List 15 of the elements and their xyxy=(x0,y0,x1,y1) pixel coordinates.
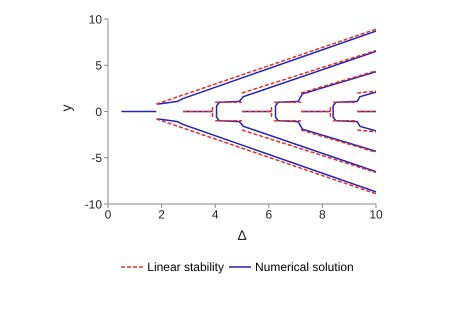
y-tick-label: 10 xyxy=(88,12,102,26)
y-tick-label: -10 xyxy=(84,197,102,212)
x-tick-label: 2 xyxy=(158,208,166,222)
y-tick-label: -5 xyxy=(91,151,102,166)
x-tick-label: 10 xyxy=(369,208,383,222)
x-tick-label: 0 xyxy=(104,208,112,222)
y-tick-label: 0 xyxy=(95,104,102,119)
x-axis-title: Δ xyxy=(237,227,247,243)
x-tick-label: 6 xyxy=(265,208,272,222)
legend-label: Linear stability xyxy=(147,260,224,274)
x-tick-label: 4 xyxy=(212,208,219,222)
x-tick-label: 8 xyxy=(319,208,326,222)
y-axis-title: y xyxy=(58,104,74,112)
y-tick-label: 5 xyxy=(95,58,102,73)
legend-label: Numerical solution xyxy=(255,260,354,274)
